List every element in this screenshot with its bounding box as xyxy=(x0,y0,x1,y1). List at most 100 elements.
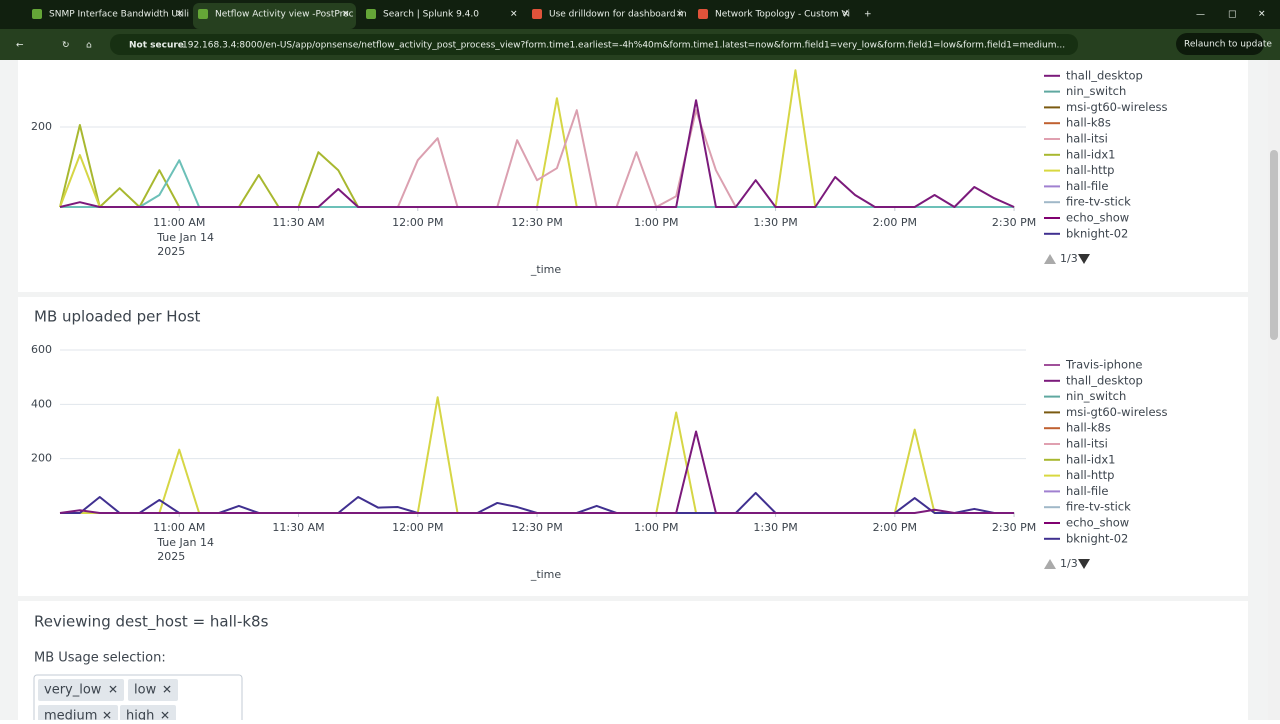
tab-title[interactable]: Network Topology - Custom Vi xyxy=(715,10,850,20)
back-icon[interactable]: ← xyxy=(16,41,24,51)
y-tick-label: 200 xyxy=(31,452,52,465)
y-tick-label: 200 xyxy=(31,120,52,133)
legend-label: hall-file xyxy=(1066,484,1108,498)
tab-icon xyxy=(32,9,42,19)
legend-label: fire-tv-stick xyxy=(1066,500,1131,514)
chip[interactable] xyxy=(128,679,178,701)
chip[interactable] xyxy=(120,705,176,724)
x-tick-label: 2:00 PM xyxy=(873,521,917,534)
tab-title[interactable]: Use drilldown for dashboard in xyxy=(549,10,687,20)
legend-label: msi-gt60-wireless xyxy=(1066,405,1168,419)
tab-icon xyxy=(532,9,542,19)
legend-label: nin_switch xyxy=(1066,389,1126,403)
url[interactable]: 192.168.3.4:8000/en-US/app/opnsense/netf… xyxy=(182,41,1065,51)
chip-label: low xyxy=(134,683,157,698)
x-tick-label: 2:30 PM xyxy=(992,521,1036,534)
tab-title[interactable]: Search | Splunk 9.4.0 xyxy=(383,10,479,20)
x-tick-label: 1:30 PM xyxy=(753,216,797,229)
pager-up[interactable] xyxy=(1044,559,1056,569)
chip-label: high xyxy=(126,709,154,721)
browser-chrome: ← ↻ ⌂ + — □ ✕ SNMP Interface Bandwidth U… xyxy=(0,0,1280,60)
chip-remove[interactable]: ✕ xyxy=(162,683,172,697)
panel xyxy=(18,50,1248,292)
chip[interactable] xyxy=(38,705,118,724)
address-bar[interactable] xyxy=(110,34,1078,55)
legend-label: hall-http xyxy=(1066,468,1114,482)
pager-label: 1/3 xyxy=(1060,252,1078,265)
legend-label: hall-k8s xyxy=(1066,421,1111,435)
legend-label: bknight-02 xyxy=(1066,226,1128,240)
chip-remove[interactable]: ✕ xyxy=(160,709,170,723)
legend-label: hall-itsi xyxy=(1066,437,1108,451)
tab-close[interactable]: ✕ xyxy=(176,10,184,20)
chart: 200 11:00 AM 11:30 AM 12:00 PM 12:30 PM 1:00 … xyxy=(31,68,1168,276)
panel-title: MB uploaded per Host xyxy=(34,308,201,326)
x-tick-label: 11:00 AM xyxy=(153,216,205,229)
x-axis-label: _time xyxy=(530,263,562,276)
chip-remove[interactable]: ✕ xyxy=(102,709,112,723)
legend-label: hall-idx1 xyxy=(1066,452,1116,466)
x-tick-label: 12:30 PM xyxy=(511,521,562,534)
tab-close[interactable]: ✕ xyxy=(842,10,850,20)
new-tab[interactable]: + xyxy=(864,10,872,20)
chip[interactable] xyxy=(38,679,124,701)
home-icon[interactable]: ⌂ xyxy=(86,41,92,51)
legend-label: hall-idx1 xyxy=(1066,147,1116,161)
x-tick-label: 12:30 PM xyxy=(511,216,562,229)
legend-label: nin_switch xyxy=(1066,84,1126,98)
maximize[interactable]: □ xyxy=(1228,10,1237,20)
relaunch-button[interactable] xyxy=(1176,33,1264,55)
tab-icon xyxy=(198,9,208,19)
panel-title: Reviewing dest_host = hall-k8s xyxy=(34,613,269,632)
x-axis-label: _time xyxy=(530,568,562,581)
pager-label: 1/3 xyxy=(1060,557,1078,570)
x-tick-label: 11:30 AM xyxy=(272,216,324,229)
x-tick-label: 1:30 PM xyxy=(753,521,797,534)
y-tick-label: 600 xyxy=(31,343,52,356)
relaunch-label[interactable]: Relaunch to update xyxy=(1184,40,1272,50)
scrollbar-thumb[interactable] xyxy=(1270,150,1278,340)
legend-label: echo_show xyxy=(1066,211,1129,225)
x-tick-date: 2025 xyxy=(157,550,185,563)
input-label: MB Usage selection: xyxy=(34,651,166,666)
security-label: Not secure xyxy=(129,41,184,51)
tab-close[interactable]: ✕ xyxy=(510,10,518,20)
panel xyxy=(18,297,1248,596)
legend-label: echo_show xyxy=(1066,516,1129,530)
x-tick-label: 1:00 PM xyxy=(634,521,678,534)
pager-down[interactable] xyxy=(1078,254,1090,264)
tab-close[interactable]: ✕ xyxy=(676,10,684,20)
legend-label: hall-k8s xyxy=(1066,116,1111,130)
x-tick-label: 12:00 PM xyxy=(392,521,443,534)
tab-title[interactable]: SNMP Interface Bandwidth Utili xyxy=(49,10,189,20)
reload-icon[interactable]: ↻ xyxy=(62,41,70,51)
y-tick-label: 400 xyxy=(31,397,52,410)
x-tick-label: 11:00 AM xyxy=(153,521,205,534)
x-tick-label: 12:00 PM xyxy=(392,216,443,229)
pager-up[interactable] xyxy=(1044,254,1056,264)
legend-label: hall-file xyxy=(1066,179,1108,193)
legend-label: fire-tv-stick xyxy=(1066,195,1131,209)
close[interactable]: ✕ xyxy=(1258,10,1266,20)
pager-down[interactable] xyxy=(1078,559,1090,569)
minimize[interactable]: — xyxy=(1196,10,1205,20)
series-line xyxy=(59,99,1015,208)
x-tick-date: Tue Jan 14 xyxy=(156,536,214,549)
tab-close[interactable]: ✕ xyxy=(342,10,350,20)
x-tick-label: 1:00 PM xyxy=(634,216,678,229)
tab-title[interactable]: Netflow Activity view -PostProc xyxy=(215,10,354,20)
legend-label: bknight-02 xyxy=(1066,531,1128,545)
x-tick-label: 2:00 PM xyxy=(873,216,917,229)
chip-label: very_low xyxy=(44,683,102,698)
tab-icon xyxy=(698,9,708,19)
x-tick-label: 11:30 AM xyxy=(272,521,324,534)
chip-remove[interactable]: ✕ xyxy=(108,683,118,697)
x-tick-label: 2:30 PM xyxy=(992,216,1036,229)
legend-label: thall_desktop xyxy=(1066,68,1143,82)
x-tick-date: Tue Jan 14 xyxy=(156,231,214,244)
chart: 200 400 600 11:00 AM 11:30 AM 12:00 PM 12:30 P… xyxy=(31,343,1168,581)
legend-label: Travis-iphone xyxy=(1065,358,1142,372)
active-tab[interactable] xyxy=(193,3,356,29)
